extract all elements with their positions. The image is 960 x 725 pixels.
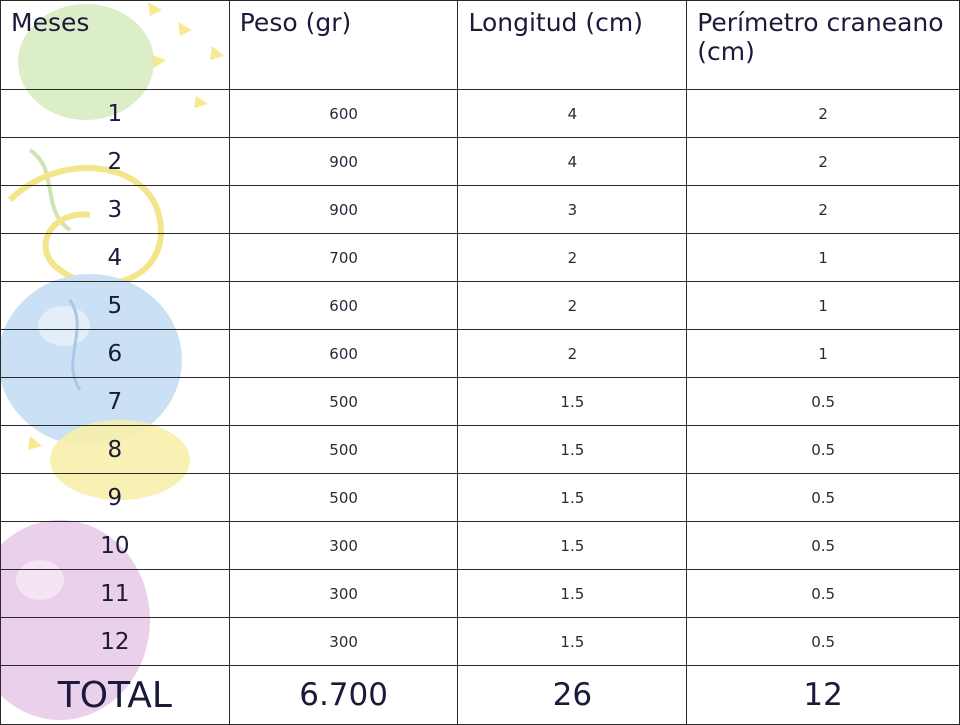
weight-cell: 900	[228, 185, 459, 234]
head-circumference-cell: 2	[686, 89, 960, 138]
head-circumference-cell: 0.5	[686, 377, 960, 426]
length-cell: 1.5	[457, 473, 688, 522]
table-row: 5 600 2 1	[0, 281, 960, 330]
table-row: 10 300 1.5 0.5	[0, 521, 960, 570]
month-cell: 10	[0, 521, 230, 570]
length-cell: 1.5	[457, 521, 688, 570]
head-circumference-cell: 0.5	[686, 425, 960, 474]
table-row: 8 500 1.5 0.5	[0, 425, 960, 474]
table-row: 2 900 4 2	[0, 137, 960, 186]
month-cell: 7	[0, 377, 230, 426]
month-cell: 11	[0, 569, 230, 618]
month-cell: 12	[0, 617, 230, 666]
header-longitud: Longitud (cm)	[468, 8, 643, 37]
length-cell: 3	[457, 185, 688, 234]
month-cell: 4	[0, 233, 230, 282]
total-weight: 6.700	[228, 665, 459, 725]
length-cell: 4	[457, 89, 688, 138]
weight-cell: 900	[228, 137, 459, 186]
month-cell: 5	[0, 281, 230, 330]
table-row: 4 700 2 1	[0, 233, 960, 282]
weight-cell: 500	[228, 425, 459, 474]
table-row: 12 300 1.5 0.5	[0, 617, 960, 666]
table-row: 3 900 3 2	[0, 185, 960, 234]
weight-cell: 300	[228, 521, 459, 570]
header-cell-perimetro: Perímetro craneano (cm)	[686, 0, 960, 90]
table-row: 6 600 2 1	[0, 329, 960, 378]
weight-cell: 300	[228, 617, 459, 666]
head-circumference-cell: 2	[686, 137, 960, 186]
header-cell-meses: Meses	[0, 0, 230, 90]
total-head-circumference: 12	[686, 665, 960, 725]
weight-cell: 600	[228, 281, 459, 330]
head-circumference-cell: 1	[686, 329, 960, 378]
table-row: 7 500 1.5 0.5	[0, 377, 960, 426]
month-cell: 2	[0, 137, 230, 186]
total-label: TOTAL	[0, 665, 230, 725]
length-cell: 1.5	[457, 569, 688, 618]
length-cell: 2	[457, 329, 688, 378]
length-cell: 2	[457, 233, 688, 282]
table-row: 11 300 1.5 0.5	[0, 569, 960, 618]
month-cell: 3	[0, 185, 230, 234]
length-cell: 1.5	[457, 617, 688, 666]
month-cell: 9	[0, 473, 230, 522]
table-row: 9 500 1.5 0.5	[0, 473, 960, 522]
header-row: Meses Peso (gr) Longitud (cm) Perímetro …	[0, 0, 960, 90]
head-circumference-cell: 0.5	[686, 569, 960, 618]
head-circumference-cell: 2	[686, 185, 960, 234]
weight-cell: 600	[228, 329, 459, 378]
length-cell: 4	[457, 137, 688, 186]
weight-cell: 500	[228, 377, 459, 426]
header-perimetro: Perímetro craneano (cm)	[697, 8, 944, 66]
weight-cell: 600	[228, 89, 459, 138]
header-cell-longitud: Longitud (cm)	[457, 0, 688, 90]
header-peso: Peso (gr)	[239, 8, 352, 37]
head-circumference-cell: 1	[686, 233, 960, 282]
head-circumference-cell: 0.5	[686, 617, 960, 666]
total-length: 26	[457, 665, 688, 725]
head-circumference-cell: 0.5	[686, 473, 960, 522]
weight-cell: 300	[228, 569, 459, 618]
month-cell: 1	[0, 89, 230, 138]
header-cell-peso: Peso (gr)	[228, 0, 459, 90]
month-cell: 8	[0, 425, 230, 474]
weight-cell: 500	[228, 473, 459, 522]
head-circumference-cell: 1	[686, 281, 960, 330]
total-row: TOTAL 6.700 26 12	[0, 665, 960, 725]
table-row: 1 600 4 2	[0, 89, 960, 138]
length-cell: 1.5	[457, 425, 688, 474]
length-cell: 2	[457, 281, 688, 330]
head-circumference-cell: 0.5	[686, 521, 960, 570]
length-cell: 1.5	[457, 377, 688, 426]
month-cell: 6	[0, 329, 230, 378]
weight-cell: 700	[228, 233, 459, 282]
header-meses: Meses	[11, 8, 90, 37]
